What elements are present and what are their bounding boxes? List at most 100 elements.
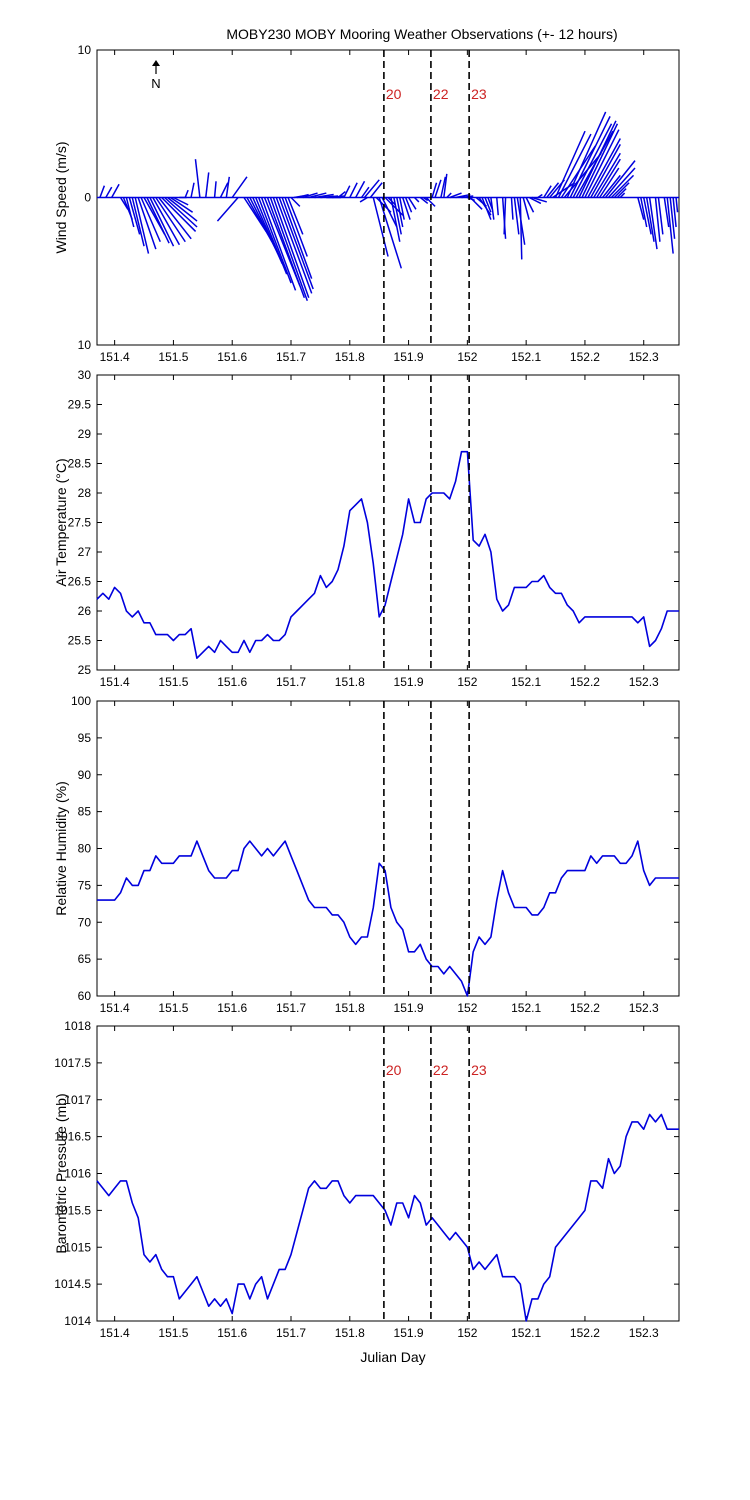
wind-vector [461, 195, 474, 199]
y-tick-label: 28.5 [68, 457, 92, 471]
wind-vector [669, 197, 676, 239]
x-tick-label: 152.3 [629, 1001, 659, 1015]
wind-vector [190, 182, 195, 198]
chart-panel-3: 151.4 151.5 151.6 151.7 151.8 151.9 152 152.1 15… [53, 694, 680, 1015]
wind-vector [266, 197, 306, 299]
x-tick-label: 151.6 [217, 350, 247, 364]
wind-vector [396, 197, 404, 228]
y-tick-label: 26 [78, 604, 92, 618]
y-tick-label: 60 [78, 989, 92, 1003]
wind-vector [657, 197, 664, 235]
wind-vector [134, 197, 150, 254]
wind-vector [616, 188, 627, 199]
x-tick-label: 152.1 [511, 1326, 541, 1340]
wind-vector [99, 185, 106, 198]
wind-vector [231, 176, 248, 198]
x-tick-label: 152 [457, 1326, 477, 1340]
wind-vector [369, 182, 383, 198]
wind-vector [184, 189, 189, 198]
wind-vector [372, 197, 389, 257]
wind-vector [296, 193, 309, 199]
wind-vector [284, 197, 308, 257]
wind-vector [393, 197, 402, 235]
y-tick-label: 1014.5 [54, 1277, 91, 1291]
y-tick-label: 29.5 [68, 398, 92, 412]
wind-vector [434, 179, 442, 198]
wind-vector [170, 196, 194, 213]
x-tick-label: 152.2 [570, 350, 600, 364]
event-label: 22 [433, 86, 449, 102]
wind-vector [359, 196, 368, 203]
wind-vector [645, 197, 655, 242]
wind-vector [513, 197, 520, 235]
wind-vector [613, 182, 630, 199]
y-axis-label: Relative Humidity (%) [53, 781, 69, 916]
y-tick-label: 70 [78, 915, 92, 929]
wind-vector [455, 193, 471, 199]
wind-vector [173, 196, 189, 206]
wind-vector [537, 193, 543, 199]
y-tick-label: 1016 [64, 1167, 91, 1181]
wind-vector [404, 197, 413, 213]
x-tick-label: 151.7 [276, 675, 306, 689]
wind-vector [314, 193, 334, 199]
wind-vector [152, 197, 181, 246]
wind-vector [131, 197, 145, 247]
x-tick-label: 151.4 [100, 1001, 130, 1015]
wind-vector [569, 116, 611, 198]
x-tick-label: 152.1 [511, 1001, 541, 1015]
wind-vector [503, 197, 507, 235]
x-tick-label: 151.8 [335, 1001, 365, 1015]
wind-vector [281, 197, 313, 279]
wind-vector [531, 196, 547, 203]
y-tick-label: 25 [78, 663, 92, 677]
wind-vector [422, 196, 429, 202]
wind-vector [355, 180, 366, 198]
wind-vector [257, 197, 292, 284]
wind-vector [419, 196, 429, 204]
x-tick-label: 151.7 [276, 350, 306, 364]
x-tick-label: 152.3 [629, 1326, 659, 1340]
wind-vector [161, 196, 197, 232]
y-axis-label: Air Temperature (°C) [53, 458, 69, 586]
series-line [96, 450, 679, 659]
wind-vector [349, 182, 358, 198]
wind-vector [607, 167, 636, 199]
wind-vector [167, 196, 198, 222]
y-tick-label: 75 [78, 878, 92, 892]
wind-vector [496, 197, 499, 216]
x-tick-label: 151.5 [158, 675, 188, 689]
wind-vector [522, 197, 530, 220]
wind-vector [287, 197, 304, 235]
wind-vector [213, 181, 217, 198]
y-tick-label: 1017.5 [54, 1056, 91, 1070]
chart-panel-1: 151.4 151.5 151.6 151.7 151.8 151.9 152 152.1 15… [53, 43, 680, 364]
wind-vector [302, 192, 318, 199]
y-tick-label: 27 [78, 545, 92, 559]
x-tick-label: 151.7 [276, 1001, 306, 1015]
x-tick-label: 151.8 [335, 1326, 365, 1340]
wind-vector [663, 197, 670, 228]
wind-vector [146, 197, 170, 244]
wind-vector [158, 197, 192, 240]
wind-vector [164, 196, 198, 228]
wind-vector [546, 182, 560, 198]
north-arrow-head-icon [152, 60, 160, 66]
wind-vector [128, 197, 141, 235]
x-tick-label: 151.4 [100, 350, 130, 364]
wind-vector [255, 197, 288, 275]
wind-vector [105, 186, 113, 198]
wind-vector [290, 196, 301, 207]
y-tick-label: 1017 [64, 1093, 91, 1107]
y-tick-label: 10 [78, 338, 92, 352]
plot-frame [96, 374, 680, 671]
wind-vector [599, 167, 620, 198]
wind-vector [440, 176, 447, 198]
wind-vector [431, 182, 438, 198]
x-tick-label: 152 [457, 1001, 477, 1015]
y-tick-label: 95 [78, 731, 92, 745]
y-tick-label: 85 [78, 805, 92, 819]
wind-vector [648, 197, 658, 250]
wind-vector [278, 197, 314, 290]
